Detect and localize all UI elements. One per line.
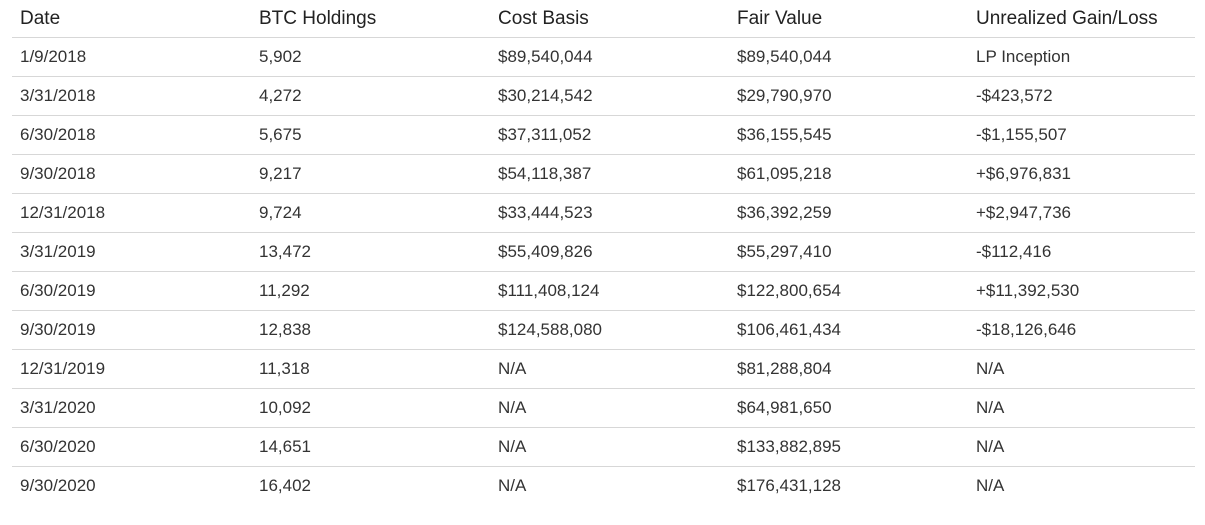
cell-fair-value: $36,392,259 xyxy=(729,193,968,233)
cell-date: 6/30/2020 xyxy=(12,427,251,467)
header-btc-holdings: BTC Holdings xyxy=(251,0,490,38)
cell-date: 1/9/2018 xyxy=(12,37,251,77)
cell-fair-value: $176,431,128 xyxy=(737,476,841,495)
cell-cost-basis: N/A xyxy=(498,476,527,495)
cell-unrealized-gain-loss: +$6,976,831 xyxy=(968,154,1195,194)
cell-unrealized-gain-loss: -$423,572 xyxy=(968,76,1195,116)
table-row: 6/30/2018 5,675 $37,311,052 $36,155,545 … xyxy=(12,115,1195,155)
cell-cost-basis: $30,214,542 xyxy=(490,76,729,116)
table-row: 9/30/2018 9,217 $54,118,387 $61,095,218 … xyxy=(12,154,1195,194)
cell-cost-basis: $89,540,044 xyxy=(490,37,729,77)
header-fair-value: Fair Value xyxy=(729,0,968,38)
header-unrealized-gain-loss: Unrealized Gain/Loss xyxy=(968,0,1195,38)
cell-fair-value: $106,461,434 xyxy=(729,310,968,350)
table-row: 3/31/2018 4,272 $30,214,542 $29,790,970 … xyxy=(12,76,1195,116)
cell-unrealized-gain-loss: N/A xyxy=(968,349,1195,389)
cell-date: 6/30/2019 xyxy=(12,271,251,311)
cell-btc-holdings: 5,675 xyxy=(251,115,490,155)
cell-fair-value: $133,882,895 xyxy=(729,427,968,467)
cell-btc-holdings: 9,724 xyxy=(251,193,490,233)
cell-fair-value: $122,800,654 xyxy=(729,271,968,311)
btc-holdings-table: Date BTC Holdings Cost Basis Fair Value … xyxy=(12,0,1195,505)
cell-unrealized-gain-loss: +$11,392,530 xyxy=(968,271,1195,311)
cell-unrealized-gain-loss: -$18,126,646 xyxy=(968,310,1195,350)
cell-cost-basis: $111,408,124 xyxy=(490,271,729,311)
cell-fair-value: $29,790,970 xyxy=(729,76,968,116)
cell-unrealized-gain-loss: LP Inception xyxy=(968,37,1195,77)
table-row: 12/31/2019 11,318 N/A $81,288,804 N/A xyxy=(12,349,1195,389)
header-cost-basis: Cost Basis xyxy=(490,0,729,38)
table-row: 3/31/2019 13,472 $55,409,826 $55,297,410… xyxy=(12,232,1195,272)
cell-unrealized-gain-loss: +$2,947,736 xyxy=(968,193,1195,233)
table-header: Date BTC Holdings Cost Basis Fair Value … xyxy=(12,0,1195,38)
cell-fair-value: $61,095,218 xyxy=(729,154,968,194)
cell-date: 3/31/2020 xyxy=(12,388,251,428)
cell-date: 6/30/2018 xyxy=(12,115,251,155)
holdings-table-container: Date BTC Holdings Cost Basis Fair Value … xyxy=(12,0,1195,505)
table-row: 9/30/2020 16,402 N/A $176,431,128 N/A xyxy=(12,467,1195,506)
cell-btc-holdings: 4,272 xyxy=(251,76,490,116)
table-body: 1/9/2018 5,902 $89,540,044 $89,540,044 L… xyxy=(12,37,1195,506)
cell-date: 3/31/2019 xyxy=(12,232,251,272)
cell-fair-value: $36,155,545 xyxy=(729,115,968,155)
cell-fair-value: $89,540,044 xyxy=(729,37,968,77)
cell-btc-holdings: 10,092 xyxy=(251,388,490,428)
cell-fair-value: $64,981,650 xyxy=(729,388,968,428)
cell-btc-holdings: 12,838 xyxy=(251,310,490,350)
table-row: 6/30/2020 14,651 N/A $133,882,895 N/A xyxy=(12,427,1195,467)
cell-unrealized-gain-loss: N/A xyxy=(976,476,1005,495)
cell-cost-basis: $54,118,387 xyxy=(490,154,729,194)
cell-date: 12/31/2018 xyxy=(12,193,251,233)
header-date: Date xyxy=(12,0,251,38)
cell-date: 3/31/2018 xyxy=(12,76,251,116)
table-row: 1/9/2018 5,902 $89,540,044 $89,540,044 L… xyxy=(12,37,1195,77)
table-row: 6/30/2019 11,292 $111,408,124 $122,800,6… xyxy=(12,271,1195,311)
cell-cost-basis: $33,444,523 xyxy=(490,193,729,233)
cell-btc-holdings: 9,217 xyxy=(251,154,490,194)
cell-fair-value: $81,288,804 xyxy=(729,349,968,389)
cell-btc-holdings: 13,472 xyxy=(251,232,490,272)
cell-cost-basis: $124,588,080 xyxy=(490,310,729,350)
cell-date: 9/30/2019 xyxy=(12,310,251,350)
cell-cost-basis: N/A xyxy=(490,388,729,428)
cell-cost-basis: N/A xyxy=(490,349,729,389)
cell-unrealized-gain-loss: N/A xyxy=(968,388,1195,428)
cell-btc-holdings: 14,651 xyxy=(251,427,490,467)
cell-unrealized-gain-loss: -$1,155,507 xyxy=(968,115,1195,155)
table-row: 12/31/2018 9,724 $33,444,523 $36,392,259… xyxy=(12,193,1195,233)
table-row: 3/31/2020 10,092 N/A $64,981,650 N/A xyxy=(12,388,1195,428)
cell-date: 9/30/2018 xyxy=(12,154,251,194)
cell-btc-holdings: 11,318 xyxy=(251,349,490,389)
cell-btc-holdings: 16,402 xyxy=(259,476,311,495)
cell-btc-holdings: 5,902 xyxy=(251,37,490,77)
table-row: 9/30/2019 12,838 $124,588,080 $106,461,4… xyxy=(12,310,1195,350)
cell-unrealized-gain-loss: -$112,416 xyxy=(968,232,1195,272)
cell-cost-basis: $37,311,052 xyxy=(490,115,729,155)
cell-btc-holdings: 11,292 xyxy=(251,271,490,311)
cell-unrealized-gain-loss: N/A xyxy=(968,427,1195,467)
header-row: Date BTC Holdings Cost Basis Fair Value … xyxy=(12,0,1195,38)
cell-cost-basis: $55,409,826 xyxy=(490,232,729,272)
cell-date: 9/30/2020 xyxy=(20,476,96,495)
cell-cost-basis: N/A xyxy=(490,427,729,467)
cell-date: 12/31/2019 xyxy=(12,349,251,389)
cell-fair-value: $55,297,410 xyxy=(729,232,968,272)
